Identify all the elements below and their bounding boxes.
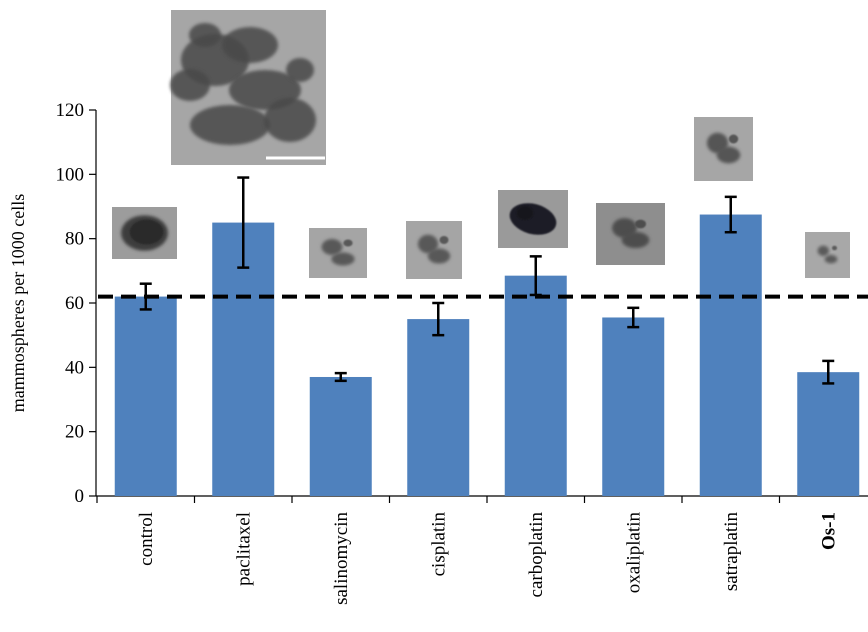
- inset-micrograph-salinomycin: [309, 228, 367, 278]
- bar-satraplatin: [699, 214, 762, 496]
- y-tick-label: 100: [56, 164, 85, 185]
- inset-micrograph-cisplatin: [406, 221, 462, 279]
- error-bar-paclitaxel: [237, 176, 250, 269]
- y-tick-label: 20: [65, 422, 84, 443]
- micrograph-insets: [112, 10, 850, 279]
- y-tick-label: 120: [56, 100, 85, 121]
- x-tick-label-salinomycin: salinomycin: [331, 512, 352, 605]
- inset-micrograph-satraplatin: [694, 117, 753, 181]
- bar-salinomycin: [309, 376, 372, 496]
- x-tick-label-os-1: Os-1: [818, 512, 839, 550]
- y-tick-label: 60: [65, 293, 84, 314]
- bar-control: [114, 296, 177, 496]
- x-tick-label-paclitaxel: paclitaxel: [233, 512, 254, 586]
- x-tick-label-oxaliplatin: oxaliplatin: [623, 512, 644, 594]
- error-bar-os-1: [822, 359, 835, 385]
- inset-micrograph-control: [112, 207, 177, 259]
- error-bar-oxaliplatin: [627, 306, 640, 329]
- category-labels: control paclitaxel salinomycin cisplatin car…: [136, 512, 840, 605]
- y-tick-label: 80: [65, 229, 84, 250]
- inset-micrograph-oxaliplatin: [596, 203, 665, 265]
- bar-carboplatin: [504, 275, 567, 496]
- error-bar-satraplatin: [724, 195, 737, 234]
- bar-oxaliplatin: [602, 317, 665, 496]
- y-tick-label: 0: [75, 486, 85, 507]
- inset-micrograph-paclitaxel: [170, 10, 326, 165]
- x-tick-label-carboplatin: carboplatin: [526, 512, 547, 598]
- y-axis-title: mammospheres per 1000 cells: [8, 194, 28, 412]
- bars: [114, 214, 860, 497]
- x-tick-label-satraplatin: satraplatin: [721, 512, 742, 592]
- inset-micrograph-os-1: [805, 232, 850, 278]
- x-tick-label-cisplatin: cisplatin: [428, 512, 449, 577]
- bar-cisplatin: [407, 319, 470, 496]
- bar-os-1: [797, 372, 860, 496]
- error-bar-cisplatin: [432, 301, 445, 337]
- x-tick-label-control: control: [136, 512, 157, 566]
- error-bar-salinomycin: [334, 371, 347, 383]
- y-tick-label: 40: [65, 357, 84, 378]
- inset-micrograph-carboplatin: [498, 190, 568, 248]
